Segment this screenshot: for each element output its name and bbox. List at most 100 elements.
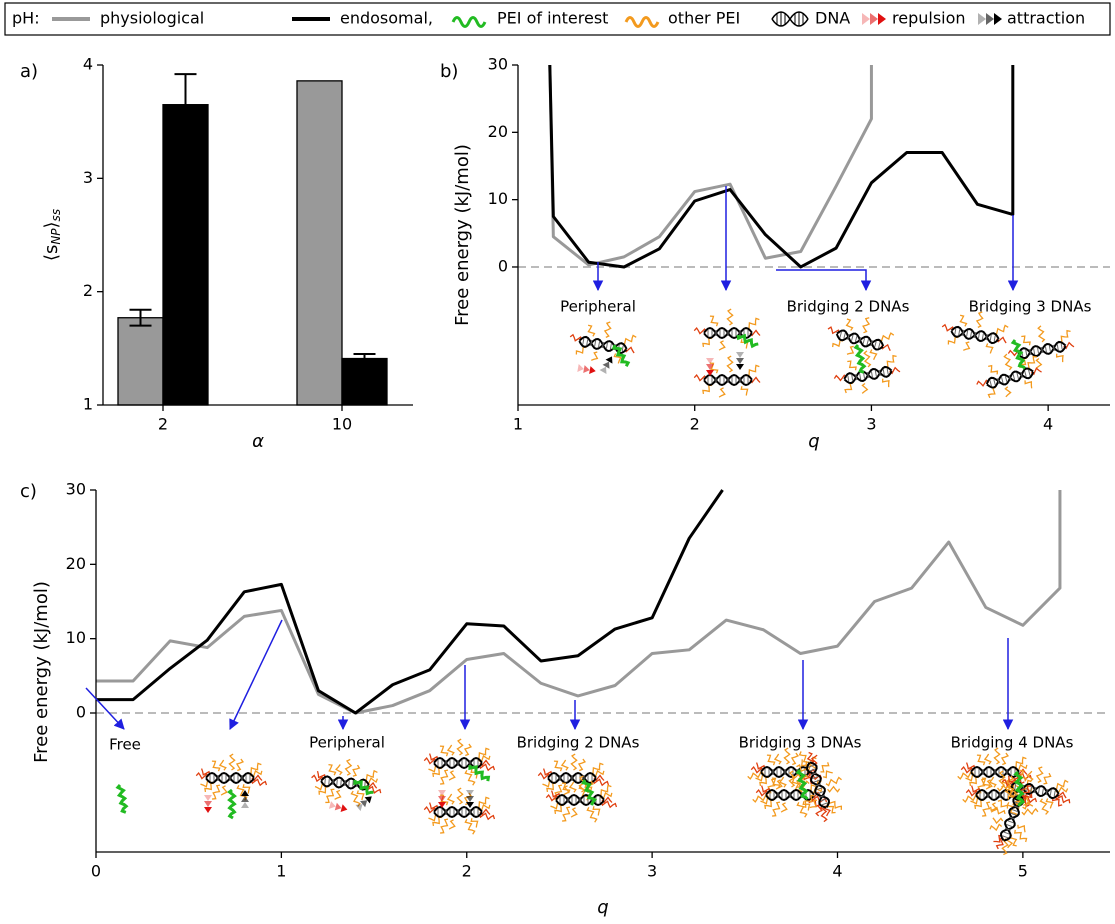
dna-rung xyxy=(970,331,973,338)
dna-rung xyxy=(839,331,842,338)
polymer xyxy=(809,799,818,809)
arrowhead xyxy=(340,804,348,812)
legend-label: DNA xyxy=(815,9,850,28)
polymer xyxy=(780,802,788,813)
polymer xyxy=(1012,756,1027,770)
polymer xyxy=(1021,335,1031,346)
dna-rung xyxy=(882,369,885,376)
polymer xyxy=(578,775,586,793)
polymer xyxy=(200,768,211,776)
bar xyxy=(341,357,388,406)
polymer xyxy=(470,818,479,828)
polymer xyxy=(989,806,1006,815)
polymer xyxy=(985,343,994,354)
polymer xyxy=(344,758,353,776)
polymer xyxy=(587,324,596,337)
polymer xyxy=(463,743,472,757)
dna-cartoon xyxy=(423,738,496,786)
legend: pH: physiological endosomal, PEI of inte… xyxy=(4,2,1111,36)
force-arrows xyxy=(241,790,249,808)
polymer xyxy=(995,837,1004,850)
dna-rung xyxy=(1008,374,1012,382)
dna-rung xyxy=(1013,805,1020,809)
polymer xyxy=(448,770,456,781)
polymer xyxy=(1043,772,1052,785)
y-tick-label: 0 xyxy=(76,702,86,721)
polymer xyxy=(440,769,449,785)
error-bar xyxy=(174,73,197,137)
polymer xyxy=(439,745,449,757)
polymer xyxy=(825,776,842,787)
polymer xyxy=(1006,783,1017,800)
y-label-part: ⟨s xyxy=(41,245,62,261)
dna-rung xyxy=(870,371,873,378)
polymer xyxy=(1017,824,1026,833)
dna-rung xyxy=(973,331,977,339)
polymer xyxy=(1010,339,1026,370)
dna-rung xyxy=(594,340,597,347)
polymer xyxy=(827,326,840,335)
x-tick-label: 3 xyxy=(647,862,657,881)
dna-cartoon xyxy=(195,753,268,801)
annotation: Bridging 4 DNAs xyxy=(951,734,1074,752)
polymer xyxy=(581,779,598,806)
polymer xyxy=(1021,785,1032,800)
polymer xyxy=(815,803,823,817)
dna-rung xyxy=(1040,346,1044,354)
arrowhead xyxy=(706,370,714,376)
dna-rung xyxy=(863,372,866,379)
polymer xyxy=(603,321,612,338)
dna-rung xyxy=(601,341,605,349)
polymer xyxy=(1026,355,1037,370)
polymer xyxy=(806,751,815,765)
arrowhead xyxy=(204,795,212,801)
arrowhead xyxy=(204,801,212,807)
polymer xyxy=(862,317,871,334)
polymer xyxy=(970,785,981,793)
polymer xyxy=(611,344,631,367)
y-tick-label: 3 xyxy=(83,168,93,187)
dna-rung xyxy=(352,780,354,787)
force-arrows xyxy=(466,790,474,808)
polymer xyxy=(884,354,897,369)
arrowhead xyxy=(466,790,474,796)
polymer xyxy=(975,311,984,328)
dna-rung xyxy=(851,374,854,381)
polymer xyxy=(589,762,604,776)
dna-rung xyxy=(598,341,601,348)
dna-rung xyxy=(847,333,850,340)
polymer xyxy=(853,344,867,374)
annotation: Bridging 2 DNAs xyxy=(517,734,640,752)
polymer xyxy=(736,333,759,349)
polymer xyxy=(783,747,791,765)
polymer xyxy=(802,801,811,811)
polymer xyxy=(863,350,872,368)
polymer xyxy=(227,788,237,820)
polymer xyxy=(562,806,571,822)
polymer xyxy=(586,807,598,823)
polymer xyxy=(1013,770,1026,807)
polymer xyxy=(448,819,456,830)
polymer xyxy=(423,757,437,765)
polymer xyxy=(1014,829,1028,843)
dna-rung xyxy=(812,775,819,779)
polymer xyxy=(1039,798,1050,815)
arrowhead xyxy=(466,802,474,808)
dna-rung xyxy=(1045,789,1048,796)
force-arrows xyxy=(438,790,446,808)
dna-rung xyxy=(817,791,824,795)
force-arrows xyxy=(706,358,714,376)
polymer xyxy=(726,308,734,326)
force-arrows xyxy=(577,364,596,375)
polymer xyxy=(941,323,955,332)
force-arrows xyxy=(204,795,212,813)
polymer xyxy=(750,766,764,774)
arrowhead xyxy=(360,800,368,808)
polymer xyxy=(740,386,749,396)
dna-rung xyxy=(582,338,585,345)
legend-label: physiological xyxy=(100,9,204,28)
dna-rung xyxy=(954,328,957,335)
polymer xyxy=(592,778,610,787)
polymer xyxy=(356,790,365,801)
polymer xyxy=(755,762,766,770)
